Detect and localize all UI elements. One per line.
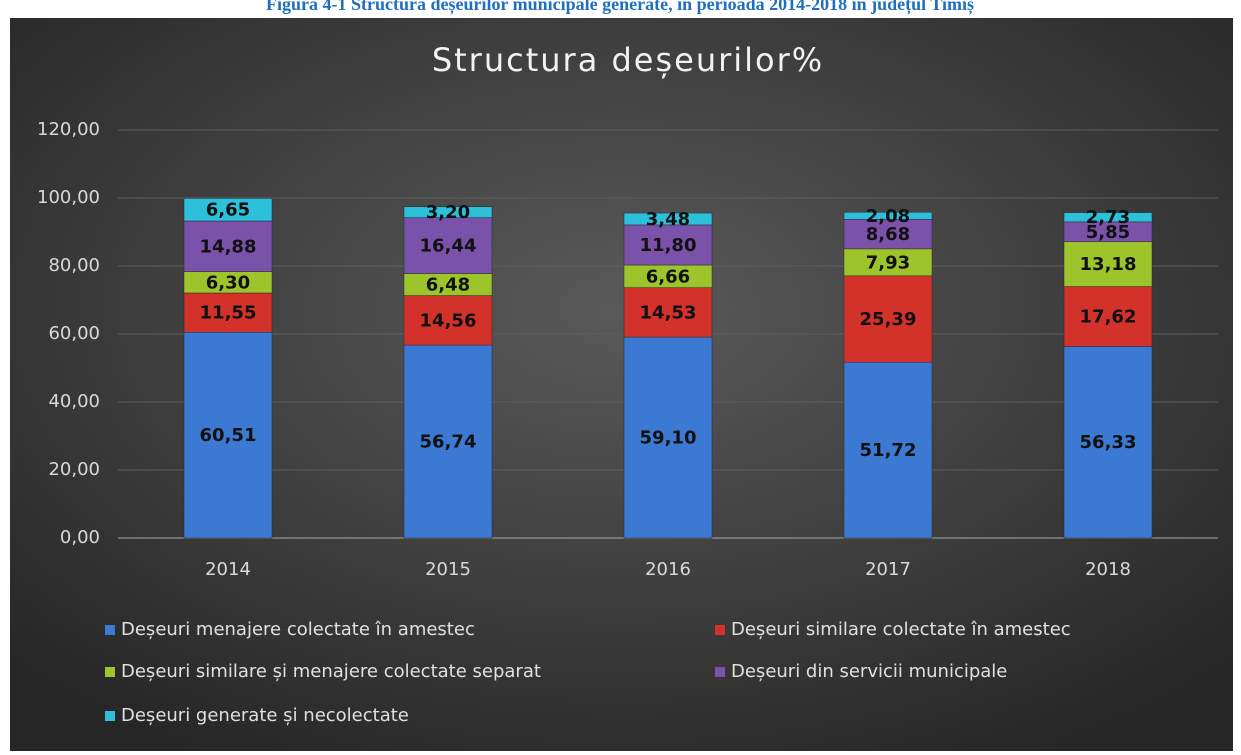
data-label: 16,44 — [420, 236, 477, 257]
y-tick-label: 60,00 — [48, 323, 100, 344]
y-tick-label: 20,00 — [48, 459, 100, 480]
legend-swatch — [715, 625, 725, 635]
x-tick-label: 2018 — [1085, 559, 1131, 580]
bar-segment — [843, 212, 933, 220]
bar-segment — [403, 206, 493, 218]
chart-title: Structura deșeurilor% — [432, 41, 824, 79]
data-label: 3,20 — [426, 202, 470, 223]
data-label: 6,48 — [426, 275, 470, 296]
y-tick-label: 120,00 — [37, 119, 100, 140]
legend-label: Deșeuri similare și menajere colectate s… — [121, 661, 541, 682]
legend-swatch — [105, 711, 115, 721]
data-label: 59,10 — [640, 428, 697, 449]
x-tick-label: 2015 — [425, 559, 471, 580]
bar-segment — [183, 198, 273, 222]
data-label: 6,30 — [206, 272, 250, 293]
data-label: 60,51 — [200, 425, 257, 446]
bar-segment — [1063, 346, 1153, 539]
legend-label: Deșeuri menajere colectate în amestec — [121, 619, 475, 640]
data-label: 14,88 — [200, 236, 257, 257]
bar-segment — [843, 361, 933, 539]
data-label: 2,08 — [866, 206, 910, 227]
legend-label: Deșeuri generate și necolectate — [121, 705, 409, 726]
data-label: 11,55 — [200, 303, 257, 324]
y-tick-label: 100,00 — [37, 187, 100, 208]
legend-swatch — [715, 667, 725, 677]
bar-segment — [843, 219, 933, 250]
y-tick-label: 0,00 — [60, 527, 100, 548]
data-label: 8,68 — [866, 224, 910, 245]
data-label: 25,39 — [860, 309, 917, 330]
legend-swatch — [105, 625, 115, 635]
data-label: 5,85 — [1086, 222, 1130, 243]
bar-segment — [403, 217, 493, 274]
x-tick-label: 2014 — [205, 559, 251, 580]
data-label: 7,93 — [866, 252, 910, 273]
bar-segment — [1063, 212, 1153, 223]
data-label: 6,66 — [646, 266, 690, 287]
y-tick-label: 80,00 — [48, 255, 100, 276]
bar-segment — [183, 292, 273, 333]
legend-label: Deșeuri similare colectate în amestec — [731, 619, 1071, 640]
y-tick-label: 40,00 — [48, 391, 100, 412]
data-label: 3,48 — [646, 209, 690, 230]
x-tick-label: 2017 — [865, 559, 911, 580]
bar-segment — [1063, 286, 1153, 347]
data-label: 51,72 — [860, 440, 917, 461]
bar-segment — [623, 224, 713, 266]
bar-segment — [403, 344, 493, 539]
data-label: 2,73 — [1086, 207, 1130, 228]
bar-segment — [623, 287, 713, 338]
bar-segment — [843, 275, 933, 363]
legend-swatch — [105, 667, 115, 677]
data-label: 14,53 — [640, 302, 697, 323]
data-label: 13,18 — [1080, 254, 1137, 275]
data-label: 6,65 — [206, 200, 250, 221]
legend-label: Deșeuri din servicii municipale — [731, 661, 1007, 682]
bar-segment — [183, 220, 273, 272]
caption: Figura 4-1 Structura deșeurilor municipa… — [266, 0, 974, 15]
bar-segment — [623, 212, 713, 226]
data-label: 14,56 — [420, 310, 477, 331]
data-label: 11,80 — [640, 235, 697, 256]
bar-segment — [403, 295, 493, 346]
x-tick-label: 2016 — [645, 559, 691, 580]
data-label: 17,62 — [1080, 307, 1137, 328]
bar-segment — [1063, 241, 1153, 287]
data-label: 56,33 — [1080, 432, 1137, 453]
data-label: 56,74 — [420, 432, 477, 453]
